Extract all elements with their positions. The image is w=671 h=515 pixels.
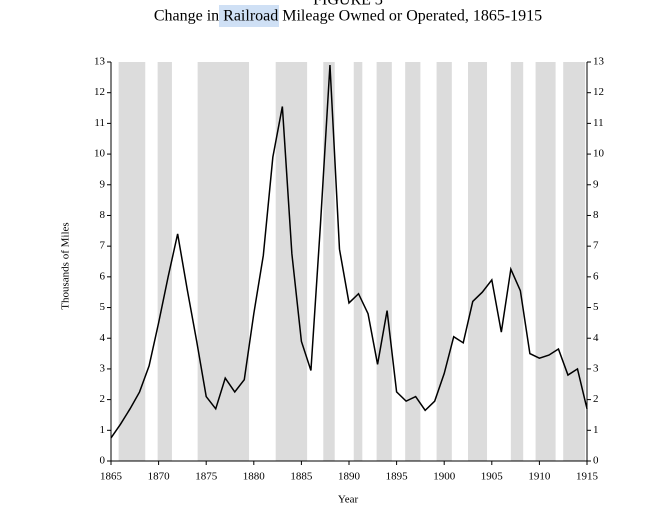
y-tick-label: 4 bbox=[100, 332, 106, 344]
shaded-period bbox=[353, 62, 363, 461]
y2-tick-label: 4 bbox=[593, 332, 599, 344]
x-tick-label: 1915 bbox=[576, 471, 599, 483]
x-tick-label: 1885 bbox=[290, 471, 313, 483]
y2-tick-label: 0 bbox=[593, 455, 599, 467]
x-axis-label: Year bbox=[338, 494, 359, 506]
shaded-period bbox=[376, 62, 392, 461]
y-tick-label: 9 bbox=[100, 178, 106, 190]
x-tick-label: 1865 bbox=[100, 471, 123, 483]
x-tick-label: 1870 bbox=[148, 471, 171, 483]
shaded-period bbox=[197, 62, 250, 461]
shaded-period bbox=[157, 62, 172, 461]
shaded-period bbox=[436, 62, 452, 461]
shaded-period bbox=[468, 62, 488, 461]
x-tick-label: 1880 bbox=[243, 471, 266, 483]
data-line bbox=[110, 65, 588, 439]
y2-tick-label: 8 bbox=[593, 209, 599, 221]
x-tick-label: 1890 bbox=[338, 471, 361, 483]
shaded-period bbox=[535, 62, 556, 461]
y2-tick-label: 9 bbox=[593, 178, 599, 190]
shaded-period bbox=[563, 62, 586, 461]
x-tick-label: 1900 bbox=[433, 471, 456, 483]
y2-tick-label: 10 bbox=[593, 148, 605, 160]
y2-tick-label: 5 bbox=[593, 301, 599, 313]
y-tick-label: 11 bbox=[94, 117, 105, 129]
shaded-period bbox=[405, 62, 421, 461]
chart-title: Change in Railroad Mileage Owned or Oper… bbox=[154, 8, 542, 25]
y2-tick-label: 11 bbox=[593, 117, 604, 129]
x-tick-label: 1875 bbox=[195, 471, 218, 483]
figure-header: FIGURE 3 bbox=[313, 0, 383, 9]
y2-tick-label: 12 bbox=[593, 86, 604, 98]
y-tick-label: 5 bbox=[100, 301, 106, 313]
y-tick-label: 2 bbox=[100, 393, 106, 405]
y2-tick-label: 2 bbox=[593, 393, 599, 405]
x-tick-label: 1910 bbox=[528, 471, 551, 483]
y2-tick-label: 13 bbox=[593, 56, 605, 68]
shaded-period bbox=[275, 62, 308, 461]
y-tick-label: 13 bbox=[94, 56, 106, 68]
shaded-period bbox=[323, 62, 335, 461]
y-tick-label: 0 bbox=[100, 455, 106, 467]
shaded-period bbox=[118, 62, 146, 461]
y2-tick-label: 6 bbox=[593, 270, 599, 282]
x-tick-label: 1895 bbox=[386, 471, 409, 483]
y-axis-label: Thousands of Miles bbox=[60, 222, 72, 309]
y2-tick-label: 1 bbox=[593, 424, 599, 436]
y-tick-label: 12 bbox=[94, 86, 105, 98]
y-tick-label: 6 bbox=[100, 270, 106, 282]
y-tick-label: 7 bbox=[100, 240, 106, 252]
y2-tick-label: 3 bbox=[593, 362, 599, 374]
x-tick-label: 1905 bbox=[481, 471, 504, 483]
y-tick-label: 3 bbox=[100, 362, 106, 374]
y2-tick-label: 7 bbox=[593, 240, 599, 252]
selection-highlight bbox=[219, 5, 279, 27]
y-tick-label: 10 bbox=[94, 148, 106, 160]
shaded-period bbox=[510, 62, 524, 461]
y-tick-label: 1 bbox=[100, 424, 106, 436]
y-tick-label: 8 bbox=[100, 209, 106, 221]
